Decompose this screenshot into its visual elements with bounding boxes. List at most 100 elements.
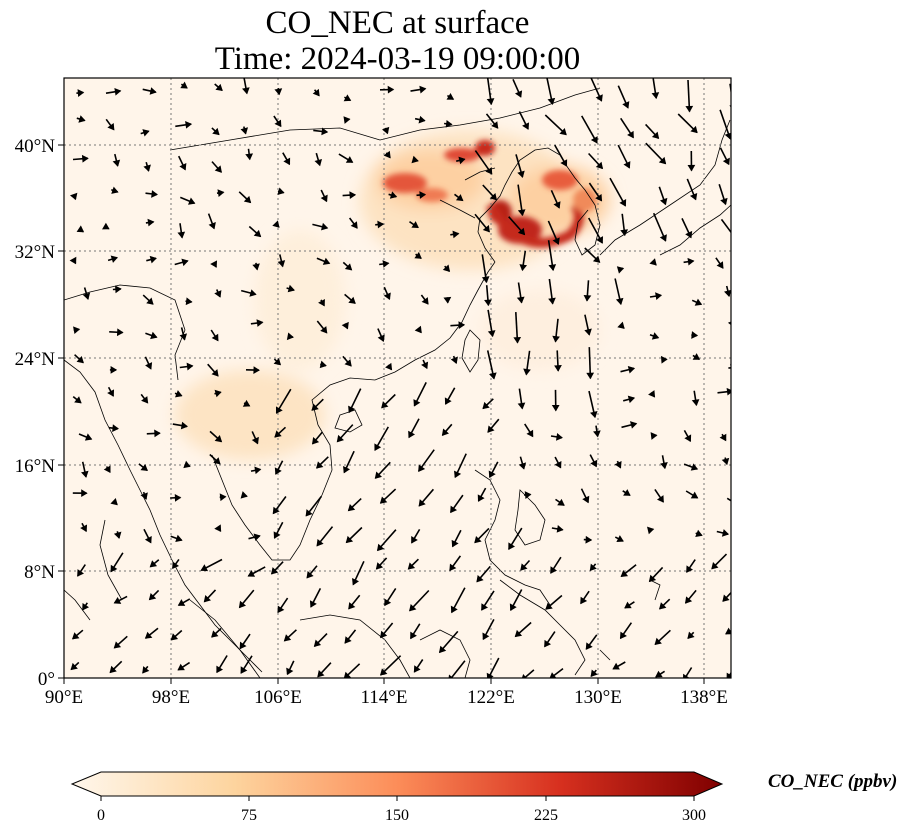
wind-arrow-head: [385, 362, 393, 371]
wind-arrow-head: [655, 670, 663, 678]
wind-arrow-head: [524, 491, 532, 499]
wind-arrow-head: [615, 297, 624, 306]
wind-arrow-head: [287, 284, 295, 293]
wind-arrow-head: [442, 264, 451, 273]
wind-arrow-head: [381, 401, 389, 409]
wind-arrow-head: [69, 192, 78, 201]
lon-tick-label: 114°E: [361, 687, 408, 708]
wind-arrow-head: [81, 154, 89, 163]
map-panel: [64, 78, 731, 678]
wind-arrow-head: [345, 156, 354, 163]
wind-arrow-head: [151, 190, 158, 198]
wind-arrow-head: [274, 430, 282, 438]
wind-arrow-head: [276, 406, 283, 414]
wind-arrow-head: [583, 294, 592, 302]
wind-arrow-head: [721, 457, 730, 466]
wind-arrow-head: [619, 199, 627, 207]
wind-arrow-head: [545, 602, 553, 610]
wind-arrow-head: [520, 563, 528, 571]
wind-arrow-head: [684, 434, 692, 443]
wind-arrow-shaft: [728, 366, 731, 369]
wind-arrow-head: [149, 560, 158, 568]
wind-arrow-head: [107, 389, 115, 397]
wind-arrow-head: [585, 535, 593, 544]
wind-arrow-head: [595, 194, 603, 202]
wind-arrow-head: [243, 195, 252, 204]
wind-arrow-head: [418, 115, 426, 124]
wind-arrow-head: [77, 569, 85, 577]
wind-arrow-head: [627, 130, 634, 139]
wind-arrow-head: [321, 127, 329, 136]
wind-arrow-head: [659, 234, 667, 242]
wind-arrow-head: [380, 630, 388, 639]
wind-arrow-head: [595, 161, 604, 170]
wind-arrow-head: [474, 536, 482, 544]
wind-arrow-head: [344, 636, 352, 644]
wind-arrow-head: [458, 321, 466, 330]
wind-arrow-head: [629, 421, 638, 429]
wind-arrow-head: [247, 569, 256, 577]
colorbar-tick-label: 75: [241, 807, 257, 824]
wind-arrow-head: [273, 531, 281, 539]
wind-arrow-head: [78, 115, 86, 123]
wind-arrow-head: [214, 524, 222, 533]
wind-arrow-head: [174, 493, 182, 502]
wind-arrow-head: [180, 81, 188, 89]
wind-arrow-head: [560, 159, 568, 167]
lon-tick-label: 122°E: [467, 687, 515, 708]
wind-arrow-head: [544, 639, 552, 648]
wind-arrow-head: [443, 296, 452, 304]
wind-arrow-head: [550, 566, 558, 574]
wind-arrow-head: [450, 505, 458, 514]
wind-arrow-head: [553, 201, 561, 209]
wind-arrow-head: [647, 526, 655, 535]
wind-arrow-head: [485, 167, 493, 175]
wind-arrow-head: [487, 330, 496, 338]
wind-arrow-head: [593, 430, 601, 438]
wind-arrow-head: [211, 630, 219, 638]
wind-arrow-head: [283, 634, 292, 642]
wind-arrow-head: [242, 399, 251, 407]
wind-arrow-head: [689, 193, 698, 201]
wind-arrow-head: [649, 258, 657, 266]
wind-arrow-head: [180, 421, 188, 430]
wind-arrow-head: [517, 402, 526, 410]
wind-arrow-head: [345, 535, 354, 544]
wind-arrow-head: [270, 567, 279, 575]
wind-arrow-head: [322, 257, 331, 265]
wind-arrow-head: [408, 430, 416, 439]
wind-arrow-head: [185, 297, 193, 306]
wind-arrow-head: [446, 92, 455, 100]
wind-arrow-head: [445, 119, 453, 128]
wind-arrow-head: [411, 221, 419, 229]
wind-arrow-head: [253, 366, 260, 374]
wind-arrow-head: [690, 491, 699, 499]
wind-arrow-head: [154, 429, 161, 438]
wind-arrow-head: [651, 131, 660, 140]
wind-arrow-head: [274, 88, 283, 96]
wind-arrow-head: [311, 403, 319, 411]
wind-arrow-head: [214, 435, 223, 443]
wind-arrow-head: [76, 356, 84, 364]
wind-arrow-head: [590, 669, 598, 678]
wind-arrow-head: [482, 225, 490, 233]
wind-arrow-head: [658, 156, 667, 165]
wind-arrow-head: [554, 365, 562, 372]
wind-arrow-head: [274, 119, 282, 128]
wind-arrow-shaft: [720, 218, 731, 234]
wind-arrow-head: [377, 334, 385, 343]
wind-arrow-head: [660, 462, 668, 470]
wind-arrow-head: [489, 372, 497, 380]
wind-arrow-head: [274, 467, 282, 475]
wind-arrow-head: [208, 222, 216, 230]
wind-arrow-head: [109, 665, 117, 674]
wind-arrow-head: [219, 493, 227, 502]
wind-arrow-head: [272, 506, 280, 515]
wind-arrow-head: [112, 424, 119, 433]
wind-arrow-head: [203, 595, 211, 603]
wind-arrow-head: [648, 574, 657, 583]
wind-arrow-head: [277, 605, 285, 614]
wind-arrow-head: [387, 85, 395, 94]
wind-arrow-head: [277, 187, 285, 196]
